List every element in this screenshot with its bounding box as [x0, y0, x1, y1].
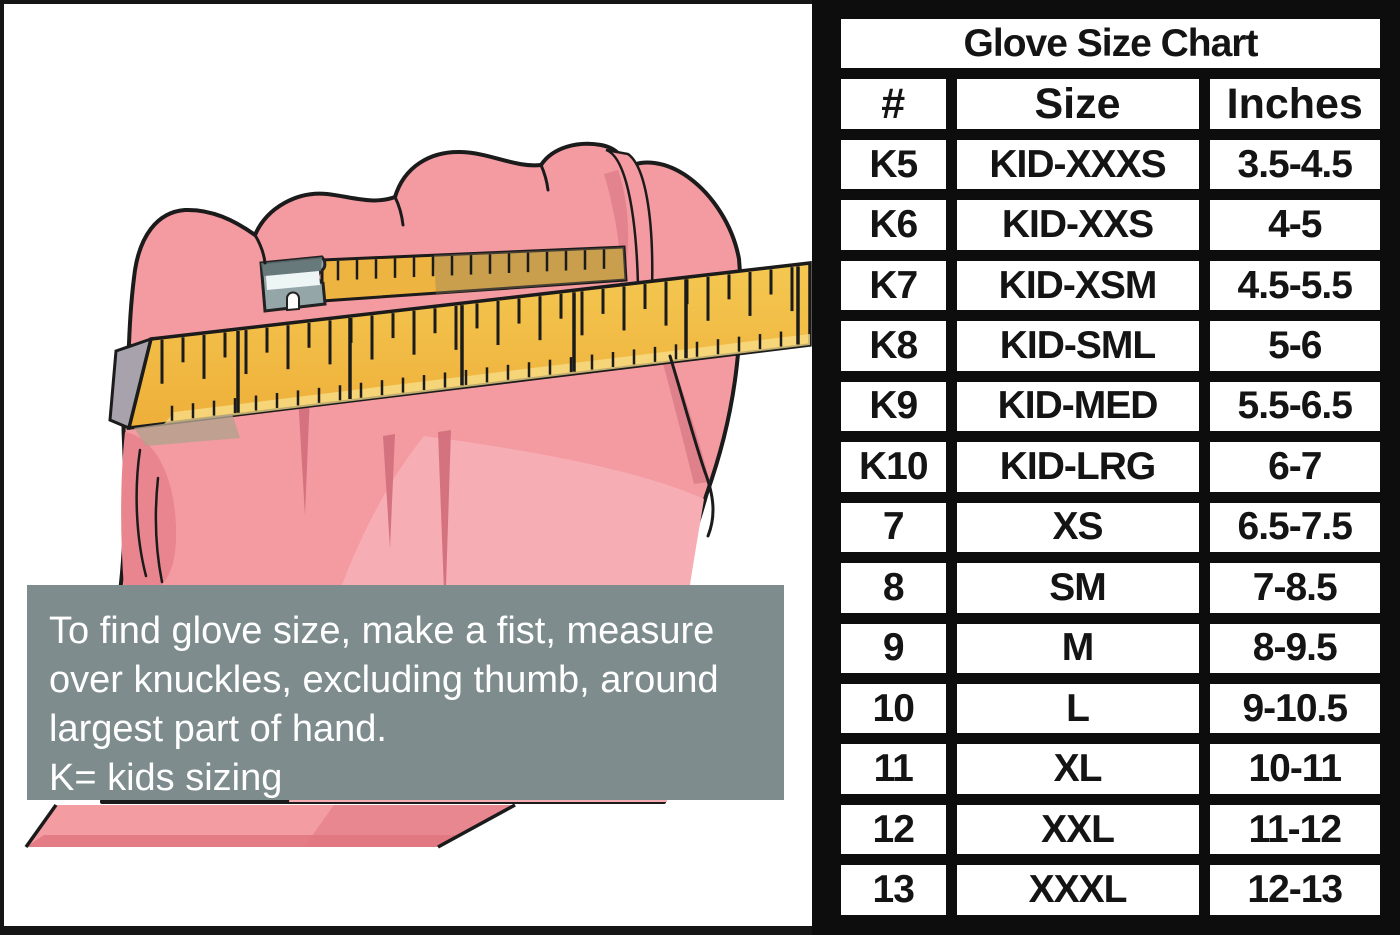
cell-size: XL	[945, 733, 1210, 805]
cell-inches: 10-11	[1198, 733, 1391, 805]
cell-inches: 8-9.5	[1198, 612, 1391, 685]
cell-number: K8	[830, 310, 957, 382]
cell-number: 9	[830, 612, 957, 685]
table-header-row: # Size Inches	[830, 68, 1391, 140]
cell-inches: 11-12	[1198, 793, 1391, 866]
cell-size: KID-XXXS	[945, 128, 1210, 201]
col-header-number: #	[830, 68, 957, 140]
forearm	[24, 803, 516, 849]
cell-size: KID-SML	[945, 310, 1210, 382]
cell-inches: 3.5-4.5	[1198, 128, 1391, 201]
cell-number: 10	[830, 672, 957, 745]
fist-creases	[135, 163, 715, 584]
table-title-row: Glove Size Chart	[830, 7, 1391, 80]
cell-inches: 6.5-7.5	[1198, 491, 1391, 564]
col-header-size: Size	[945, 68, 1210, 140]
cell-inches: 5-6	[1198, 310, 1391, 382]
cell-size: KID-MED	[945, 370, 1210, 443]
table-title: Glove Size Chart	[830, 7, 1391, 80]
table-row: 11 XL 10-11	[830, 733, 1391, 805]
table-row: K8 KID-SML 5-6	[830, 310, 1391, 382]
cell-number: 7	[830, 491, 957, 564]
cell-inches: 7-8.5	[1198, 552, 1391, 624]
table-row: K5 KID-XXXS 3.5-4.5	[830, 128, 1391, 201]
cell-inches: 12-13	[1198, 854, 1391, 926]
cell-number: 8	[830, 552, 957, 624]
measurement-illustration-panel: To find glove size, make a fist, measure…	[0, 0, 812, 935]
cell-size: XXL	[945, 793, 1210, 866]
cell-size: XS	[945, 491, 1210, 564]
cell-inches: 4-5	[1198, 189, 1391, 261]
cell-number: 13	[830, 854, 957, 926]
tape-shadow	[134, 414, 240, 446]
instruction-line: To find glove size, make a fist, measure	[49, 610, 715, 652]
tape-segment-lines	[236, 266, 800, 413]
table-row: K6 KID-XXS 4-5	[830, 189, 1391, 261]
tape-upper-ticks	[336, 249, 606, 281]
table-row: K7 KID-XSM 4.5-5.5	[830, 249, 1391, 322]
table-row: 9 M 8-9.5	[830, 612, 1391, 685]
cell-inches: 6-7	[1198, 431, 1391, 503]
col-header-inches: Inches	[1198, 68, 1391, 140]
tape-ticks-top	[160, 267, 794, 384]
cell-size: KID-XSM	[945, 249, 1210, 322]
table-row: 8 SM 7-8.5	[830, 552, 1391, 624]
tape-clip	[259, 255, 327, 313]
cell-number: K10	[830, 431, 957, 503]
instruction-line: largest part of hand.	[49, 708, 387, 750]
cell-size: KID-LRG	[945, 431, 1210, 503]
cell-inches: 5.5-6.5	[1198, 370, 1391, 443]
cell-inches: 4.5-5.5	[1198, 249, 1391, 322]
cell-size: L	[945, 672, 1210, 745]
instruction-line: K= kids sizing	[49, 757, 283, 799]
cell-inches: 9-10.5	[1198, 672, 1391, 745]
cell-number: K7	[830, 249, 957, 322]
cell-number: 11	[830, 733, 957, 805]
cell-number: K6	[830, 189, 957, 261]
cell-size: KID-XXS	[945, 189, 1210, 261]
cell-number: 12	[830, 793, 957, 866]
glove-size-table: Glove Size Chart # Size Inches K5 KID-XX…	[830, 7, 1391, 926]
cell-size: SM	[945, 552, 1210, 624]
table-row: 13 XXXL 12-13	[830, 854, 1391, 926]
table-row: 7 XS 6.5-7.5	[830, 491, 1391, 564]
cell-number: K5	[830, 128, 957, 201]
cell-size: M	[945, 612, 1210, 685]
instruction-line: over knuckles, excluding thumb, around	[49, 659, 719, 701]
table-row: 10 L 9-10.5	[830, 672, 1391, 745]
tape-upper-band	[320, 245, 628, 303]
table-row: K9 KID-MED 5.5-6.5	[830, 370, 1391, 443]
tape-ticks-bottom	[170, 331, 783, 421]
instruction-box: To find glove size, make a fist, measure…	[27, 585, 784, 800]
table-row: K10 KID-LRG 6-7	[830, 431, 1391, 503]
table-row: 12 XXL 11-12	[830, 793, 1391, 866]
cell-number: K9	[830, 370, 957, 443]
size-chart-panel: Glove Size Chart # Size Inches K5 KID-XX…	[812, 0, 1400, 935]
cell-size: XXXL	[945, 854, 1210, 926]
